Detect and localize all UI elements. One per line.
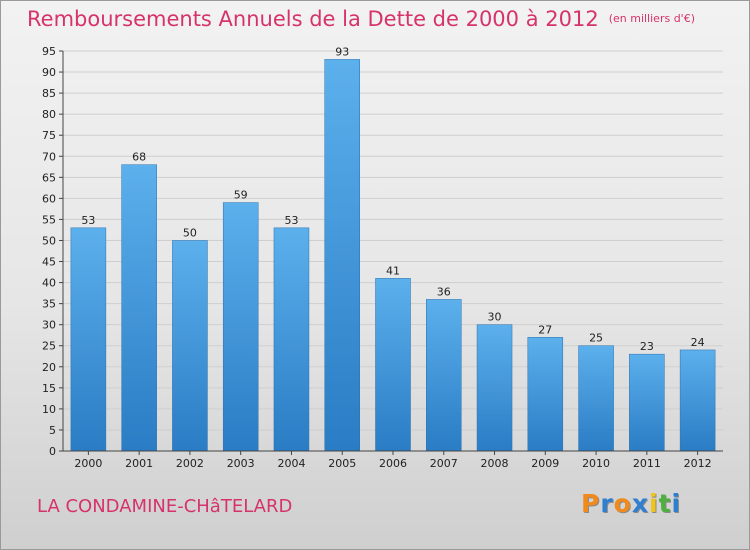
brand-logo: Proxiti xyxy=(581,489,681,518)
chart-unit: (en milliers d'€) xyxy=(608,12,695,25)
brand-letter: t xyxy=(658,489,672,518)
brand-letter: x xyxy=(631,489,649,518)
y-tick-label: 45 xyxy=(42,256,56,269)
bar-2001 xyxy=(121,164,157,452)
value-label-2005: 93 xyxy=(335,45,349,58)
chart-title: Remboursements Annuels de la Dette de 20… xyxy=(27,7,695,31)
value-label-2006: 41 xyxy=(386,264,400,277)
y-tick-label: 5 xyxy=(49,424,56,437)
y-tick-label: 0 xyxy=(49,445,56,458)
x-tick-label-2007: 2007 xyxy=(430,457,458,470)
axes xyxy=(62,51,723,452)
location-name: LA CONDAMINE-CHâTELARD xyxy=(37,496,293,517)
x-tick-label-2009: 2009 xyxy=(531,457,559,470)
brand-letter: i xyxy=(671,489,682,518)
bar-2009 xyxy=(527,337,564,452)
y-tick-label: 15 xyxy=(42,382,56,395)
value-label-2009: 27 xyxy=(538,323,552,336)
bars xyxy=(70,59,716,452)
y-tick-label: 50 xyxy=(42,234,56,247)
chart-title-text: Remboursements Annuels de la Dette de 20… xyxy=(27,7,599,31)
bar-2007 xyxy=(426,299,462,452)
value-labels: 53 68 50 59 53 93 41 36 30 27 25 23 24 xyxy=(81,45,704,353)
y-tick-label: 65 xyxy=(42,171,56,184)
bar-2010 xyxy=(578,345,614,452)
value-label-2000: 53 xyxy=(81,214,95,227)
bar-2005 xyxy=(324,59,360,452)
x-tick-label-2005: 2005 xyxy=(328,457,356,470)
x-tick-label-2008: 2008 xyxy=(481,457,509,470)
y-tick-label: 75 xyxy=(42,129,56,142)
value-label-2010: 25 xyxy=(589,332,603,345)
brand-letter: i xyxy=(649,489,659,518)
value-label-2011: 23 xyxy=(640,340,654,353)
y-tick-label: 25 xyxy=(42,340,56,353)
y-tick-label: 30 xyxy=(42,319,56,332)
x-tick-label-2012: 2012 xyxy=(684,457,712,470)
bar-2012 xyxy=(679,349,716,452)
y-tick-label: 10 xyxy=(42,403,56,416)
value-label-2001: 68 xyxy=(132,151,146,164)
y-tick-label: 55 xyxy=(42,213,56,226)
y-tick-label: 35 xyxy=(42,298,56,311)
y-axis-ticks: 0 5 10 15 20 25 30 35 40 45 50 55 60 65 70 75 80 85 90 95 xyxy=(42,45,63,458)
x-tick-label-2004: 2004 xyxy=(277,457,305,470)
x-tick-label-2003: 2003 xyxy=(227,457,255,470)
x-tick-label-2011: 2011 xyxy=(633,457,661,470)
x-tick-label-2000: 2000 xyxy=(74,457,102,470)
brand-letter: P xyxy=(581,489,601,518)
value-label-2012: 24 xyxy=(691,336,705,349)
value-label-2008: 30 xyxy=(488,311,502,324)
bar-2004 xyxy=(273,227,310,452)
y-tick-label: 20 xyxy=(42,361,56,374)
bar-2003 xyxy=(222,202,259,452)
bar-2000 xyxy=(70,227,107,452)
x-tick-label-2010: 2010 xyxy=(582,457,610,470)
y-tick-label: 60 xyxy=(42,192,56,205)
y-tick-label: 90 xyxy=(42,66,56,79)
bar-2011 xyxy=(629,353,665,452)
value-label-2002: 50 xyxy=(183,226,197,239)
x-tick-label-2006: 2006 xyxy=(379,457,407,470)
y-tick-label: 85 xyxy=(42,87,56,100)
brand-letter: r xyxy=(600,489,614,518)
x-tick-label-2002: 2002 xyxy=(176,457,204,470)
value-label-2004: 53 xyxy=(284,214,298,227)
bar-2006 xyxy=(375,278,411,452)
y-tick-label: 70 xyxy=(42,150,56,163)
x-axis-ticks: 2000 2001 2002 2003 2004 2005 2006 2007 2008 2009… xyxy=(74,451,712,470)
brand-letter: o xyxy=(613,489,632,518)
y-tick-label: 40 xyxy=(42,277,56,290)
value-label-2007: 36 xyxy=(437,285,451,298)
value-label-2003: 59 xyxy=(234,189,248,202)
y-tick-label: 80 xyxy=(42,108,56,121)
bar-2002 xyxy=(172,240,208,452)
x-tick-label-2001: 2001 xyxy=(125,457,153,470)
y-tick-label: 95 xyxy=(42,45,56,58)
bar-2008 xyxy=(476,324,513,452)
